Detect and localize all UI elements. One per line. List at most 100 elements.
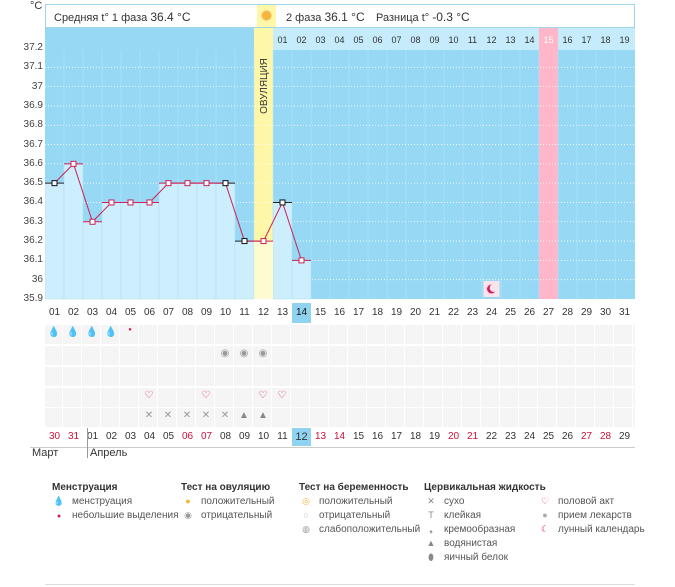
- symbol-cell[interactable]: [425, 388, 443, 407]
- symbol-cell[interactable]: ▲: [254, 408, 272, 427]
- symbol-cell[interactable]: [64, 408, 82, 427]
- symbol-cell[interactable]: [64, 367, 82, 386]
- calendar-date[interactable]: 12: [292, 428, 311, 446]
- symbol-cell[interactable]: ✕: [159, 408, 177, 427]
- symbol-cell[interactable]: [311, 408, 329, 427]
- symbol-cell[interactable]: [292, 346, 310, 365]
- symbol-cell[interactable]: [444, 325, 462, 344]
- cycle-day-number[interactable]: 14: [292, 303, 311, 323]
- symbol-cell[interactable]: [425, 346, 443, 365]
- symbol-cell[interactable]: [368, 408, 386, 427]
- calendar-date[interactable]: 30: [48, 431, 61, 442]
- symbol-cell[interactable]: [558, 367, 576, 386]
- symbol-cell[interactable]: [482, 325, 500, 344]
- symbol-cell[interactable]: [140, 346, 158, 365]
- cycle-day-number[interactable]: 03: [86, 307, 99, 318]
- symbol-cell[interactable]: ◉: [216, 346, 234, 365]
- symbol-cell[interactable]: ◉: [235, 346, 253, 365]
- symbol-cell[interactable]: [235, 388, 253, 407]
- cycle-day-number[interactable]: 19: [390, 307, 403, 318]
- symbol-cell[interactable]: [64, 388, 82, 407]
- cycle-day-number[interactable]: 28: [561, 307, 574, 318]
- calendar-date[interactable]: 11: [277, 431, 288, 442]
- symbol-cell[interactable]: [539, 325, 557, 344]
- symbol-cell[interactable]: [102, 388, 120, 407]
- calendar-date[interactable]: 24: [523, 431, 536, 442]
- symbol-cell[interactable]: [520, 388, 538, 407]
- symbol-cell[interactable]: [387, 346, 405, 365]
- calendar-date[interactable]: 18: [409, 431, 422, 442]
- cycle-day-number[interactable]: 25: [504, 307, 517, 318]
- symbol-cell[interactable]: [558, 388, 576, 407]
- symbol-cell[interactable]: [102, 346, 120, 365]
- symbol-cell[interactable]: [596, 367, 614, 386]
- symbol-cell[interactable]: ✕: [178, 408, 196, 427]
- symbol-cell[interactable]: [83, 388, 101, 407]
- symbol-cell[interactable]: [311, 367, 329, 386]
- symbol-cell[interactable]: [463, 408, 481, 427]
- symbol-cell[interactable]: [425, 408, 443, 427]
- symbol-cell[interactable]: [596, 408, 614, 427]
- symbol-cell[interactable]: [235, 367, 253, 386]
- symbol-cell[interactable]: [501, 388, 519, 407]
- symbol-cell[interactable]: [558, 325, 576, 344]
- symbol-cell[interactable]: [425, 367, 443, 386]
- cycle-day-number[interactable]: 05: [124, 307, 137, 318]
- symbol-cell[interactable]: [102, 408, 120, 427]
- cycle-day-number[interactable]: 16: [333, 307, 346, 318]
- symbol-cell[interactable]: [406, 367, 424, 386]
- symbol-cell[interactable]: [615, 367, 633, 386]
- symbol-cell[interactable]: [577, 388, 595, 407]
- calendar-date[interactable]: 20: [447, 431, 460, 442]
- symbol-cell[interactable]: [444, 346, 462, 365]
- calendar-date[interactable]: 25: [542, 431, 555, 442]
- symbol-cell[interactable]: [273, 346, 291, 365]
- symbol-cell[interactable]: [45, 346, 63, 365]
- symbol-cell[interactable]: [121, 367, 139, 386]
- symbol-cell[interactable]: ●: [121, 325, 139, 344]
- symbol-cell[interactable]: [444, 367, 462, 386]
- symbol-cell[interactable]: ✕: [216, 408, 234, 427]
- symbol-cell[interactable]: [330, 408, 348, 427]
- symbol-cell[interactable]: [311, 388, 329, 407]
- symbol-cell[interactable]: 💧: [83, 325, 101, 344]
- symbol-cell[interactable]: [368, 367, 386, 386]
- symbol-cell[interactable]: [387, 388, 405, 407]
- symbol-cell[interactable]: [406, 408, 424, 427]
- symbol-cell[interactable]: [45, 408, 63, 427]
- cycle-day-number[interactable]: 09: [200, 307, 213, 318]
- symbol-cell[interactable]: [463, 325, 481, 344]
- symbol-cell[interactable]: [482, 388, 500, 407]
- calendar-date[interactable]: 13: [314, 431, 327, 442]
- symbol-cell[interactable]: 💧: [102, 325, 120, 344]
- calendar-date[interactable]: 21: [466, 431, 479, 442]
- symbol-cell[interactable]: [577, 346, 595, 365]
- symbol-cell[interactable]: [406, 325, 424, 344]
- cycle-day-number[interactable]: 18: [371, 307, 384, 318]
- symbol-cell[interactable]: [425, 325, 443, 344]
- symbol-cell[interactable]: [178, 346, 196, 365]
- symbol-cell[interactable]: [596, 325, 614, 344]
- symbol-cell[interactable]: [444, 388, 462, 407]
- symbol-cell[interactable]: [406, 388, 424, 407]
- calendar-date[interactable]: 28: [599, 431, 612, 442]
- cycle-day-number[interactable]: 06: [143, 307, 156, 318]
- symbol-cell[interactable]: [577, 408, 595, 427]
- symbol-cell[interactable]: [539, 346, 557, 365]
- symbol-cell[interactable]: 💧: [64, 325, 82, 344]
- symbol-cell[interactable]: ✕: [197, 408, 215, 427]
- calendar-date[interactable]: 01: [86, 431, 99, 442]
- symbol-cell[interactable]: [216, 367, 234, 386]
- symbol-cell[interactable]: [140, 367, 158, 386]
- symbol-cell[interactable]: [349, 367, 367, 386]
- symbol-cell[interactable]: [615, 325, 633, 344]
- symbol-cell[interactable]: [406, 346, 424, 365]
- symbol-cell[interactable]: [121, 408, 139, 427]
- calendar-date[interactable]: 27: [580, 431, 593, 442]
- symbol-cell[interactable]: [482, 367, 500, 386]
- cycle-day-number[interactable]: 22: [447, 307, 460, 318]
- symbol-cell[interactable]: [615, 346, 633, 365]
- symbol-cell[interactable]: [368, 388, 386, 407]
- cycle-day-number[interactable]: 15: [314, 307, 327, 318]
- symbol-cell[interactable]: [292, 408, 310, 427]
